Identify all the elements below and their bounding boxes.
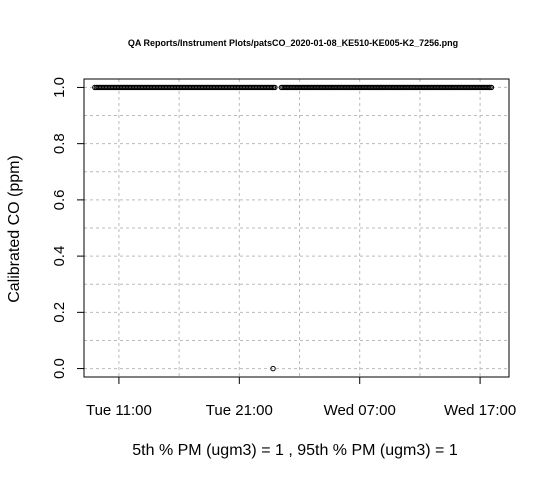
- data-point: [488, 84, 495, 91]
- y-tick-label: 1.0: [51, 77, 68, 98]
- chart-title: QA Reports/Instrument Plots/patsCO_2020-…: [128, 38, 458, 48]
- x-tick-label: Tue 21:00: [206, 402, 273, 419]
- data-point: [272, 84, 278, 91]
- plot-frame: [83, 78, 510, 378]
- y-tick-label: 0.8: [51, 133, 68, 154]
- grid: [84, 79, 509, 377]
- plot-marks: [92, 84, 495, 372]
- x-axis-label: 5th % PM (ugm3) = 1 , 95th % PM (ugm3) =…: [132, 442, 458, 459]
- x-tick-label: Wed 07:00: [324, 402, 396, 419]
- x-tick-label: Wed 17:00: [444, 402, 516, 419]
- x-axis: Tue 11:00 Tue 21:00 Wed 07:00 Wed 17:00: [86, 377, 516, 419]
- y-tick-label: 0.4: [51, 246, 68, 267]
- data-point: [270, 365, 276, 372]
- y-axis: 0.0 0.2 0.4 0.6 0.8 1.0: [51, 77, 84, 379]
- y-tick-label: 0.0: [51, 358, 68, 379]
- x-tick-label: Tue 11:00: [86, 402, 152, 419]
- y-tick-label: 0.2: [51, 302, 68, 323]
- y-tick-label: 0.6: [51, 189, 68, 210]
- y-axis-label: Calibrated CO (ppm): [6, 155, 23, 303]
